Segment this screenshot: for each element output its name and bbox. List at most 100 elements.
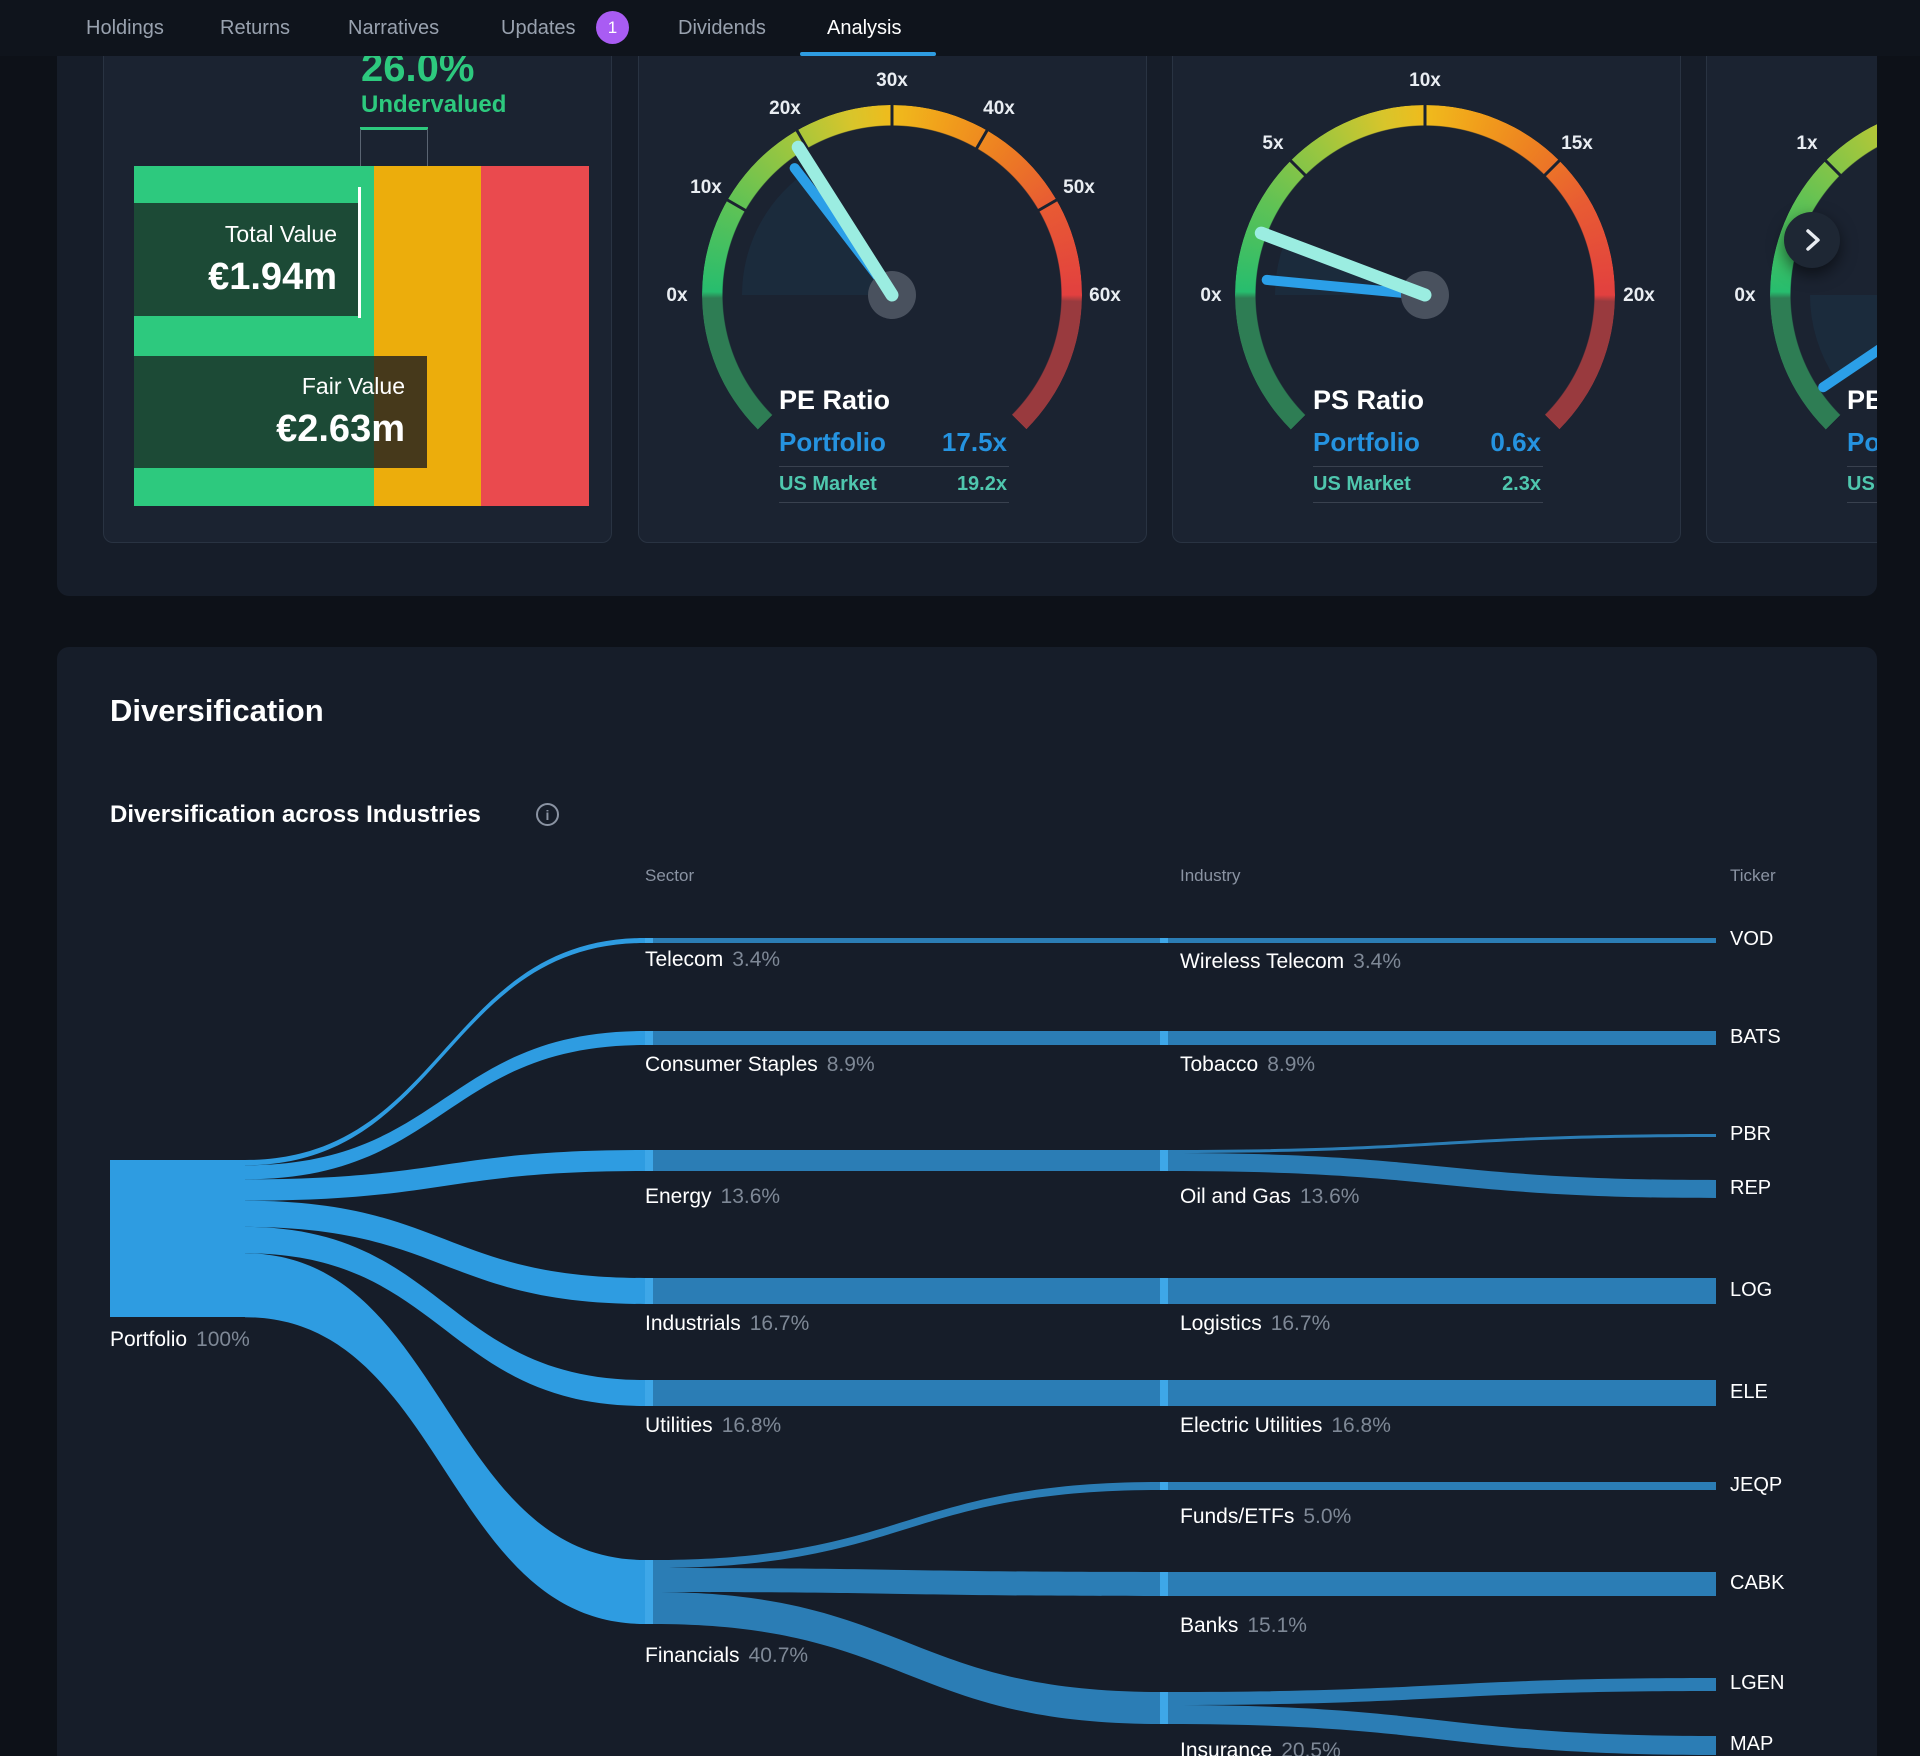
industry-label-electric-utilities: Electric Utilities 16.8% — [1180, 1414, 1391, 1438]
divider — [1847, 466, 1877, 467]
peg-portfolio-row: Portfolio — [1847, 427, 1877, 458]
ps-market-label: US Market — [1313, 473, 1411, 495]
peg-portfolio-label: Portfolio — [1847, 427, 1877, 457]
industry-pct: 20.5% — [1281, 1739, 1341, 1756]
fair-value-bar-green — [134, 356, 374, 468]
ticker-jeqp: JEQP — [1730, 1474, 1783, 1496]
ps-ratio-title: PS Ratio — [1313, 385, 1425, 415]
node-financials[interactable] — [645, 1560, 653, 1624]
industry-pct: 8.9% — [1267, 1053, 1316, 1076]
industry-name: Banks — [1180, 1614, 1239, 1637]
node-telecom[interactable] — [645, 938, 653, 943]
industry-label-logistics: Logistics 16.7% — [1180, 1312, 1330, 1336]
pe-tick-60: 60x — [1089, 285, 1121, 306]
fair-value-bar: Fair Value €2.63m — [134, 356, 427, 468]
ticker-vod: VOD — [1730, 928, 1774, 950]
flow-financials-banks — [653, 1568, 1160, 1596]
tab-narratives[interactable]: Narratives — [348, 16, 440, 39]
valuation-bracket — [360, 127, 428, 130]
tab-returns[interactable]: Returns — [220, 16, 291, 39]
ticker-pbr: PBR — [1730, 1123, 1772, 1145]
divider — [779, 466, 1009, 467]
ps-portfolio-row: Portfolio 0.6x — [1313, 427, 1541, 458]
industry-label-insurance: Insurance 20.5% — [1180, 1739, 1341, 1756]
sector-name: Industrials — [645, 1312, 741, 1335]
peg-tick-0: 0x — [1734, 285, 1756, 306]
link-telecom-vod — [653, 938, 1716, 943]
node-insurance[interactable] — [1160, 1692, 1168, 1724]
node-electric-utilities[interactable] — [1160, 1380, 1168, 1406]
link-industrials-log — [653, 1278, 1716, 1304]
pe-market-value: 19.2x — [956, 473, 1007, 495]
node-consumer-staples[interactable] — [645, 1031, 653, 1045]
valuation-card: 26.0% Undervalued Total Value €1.94m Fai… — [103, 0, 612, 543]
pe-market-row: US Market 19.2x — [779, 473, 1007, 496]
tab-dividends[interactable]: Dividends — [678, 16, 766, 39]
node-wireless-telecom[interactable] — [1160, 938, 1168, 943]
flow-portfolio-consumer-staples — [245, 1031, 645, 1180]
ps-tick-10: 10x — [1409, 70, 1441, 91]
sector-name: Financials — [645, 1644, 740, 1667]
industry-pct: 13.6% — [1299, 1185, 1360, 1208]
tab-bar: Holdings Returns Narratives Updates 1 Di… — [0, 0, 1920, 56]
pe-gauge-wedge — [742, 167, 892, 295]
ticker-rep: REP — [1730, 1177, 1772, 1199]
sector-label-utilities: Utilities 16.8% — [645, 1414, 781, 1438]
pe-portfolio-label: Portfolio — [779, 427, 886, 457]
node-oil-and-gas[interactable] — [1160, 1150, 1168, 1171]
link-banks-cabk — [1168, 1572, 1716, 1596]
sector-label-consumer-staples: Consumer Staples 8.9% — [645, 1053, 875, 1077]
ps-ratio-card: 0x 5x 10x 15x 20x PS Ratio Portfolio 0.6… — [1172, 0, 1681, 543]
pe-tick-50: 50x — [1063, 177, 1095, 198]
node-logistics[interactable] — [1160, 1278, 1168, 1304]
industry-pct: 16.7% — [1270, 1312, 1331, 1335]
pe-portfolio-value: 17.5x — [941, 427, 1007, 457]
divider — [779, 502, 1009, 503]
ps-tick-0: 0x — [1200, 285, 1222, 306]
valuation-bracket-left — [360, 129, 361, 169]
fair-value-label: Fair Value — [301, 373, 405, 399]
sector-pct: 8.9% — [826, 1053, 875, 1076]
sector-pct: 16.7% — [749, 1312, 810, 1335]
ps-tick-15: 15x — [1561, 133, 1593, 154]
industry-label-wireless-telecom: Wireless Telecom 3.4% — [1180, 950, 1401, 974]
flow-portfolio-industrials — [245, 1200, 645, 1304]
ps-tick-5: 5x — [1262, 133, 1284, 154]
industry-name: Logistics — [1180, 1312, 1262, 1335]
tab-updates[interactable]: Updates — [501, 16, 576, 39]
fair-value-bar-amber — [374, 356, 427, 468]
peg-ratio-card: 0x 1x PEG Ratio Portfolio US Market — [1706, 0, 1877, 543]
pe-ratio-title: PE Ratio — [779, 385, 891, 415]
sector-name: Telecom — [645, 948, 724, 971]
divider — [1847, 502, 1877, 503]
node-utilities[interactable] — [645, 1380, 653, 1406]
node-industrials[interactable] — [645, 1278, 653, 1304]
pe-tick-0: 0x — [666, 285, 688, 306]
info-icon[interactable]: i — [536, 803, 559, 826]
node-energy[interactable] — [645, 1150, 653, 1171]
ticker-lgen: LGEN — [1730, 1672, 1785, 1694]
ps-portfolio-label: Portfolio — [1313, 427, 1420, 457]
node-tobacco[interactable] — [1160, 1031, 1168, 1045]
industry-name: Oil and Gas — [1180, 1185, 1291, 1208]
node-portfolio[interactable] — [110, 1160, 245, 1317]
pe-tick-40: 40x — [983, 98, 1015, 119]
flow-portfolio-financials — [245, 1253, 645, 1624]
pe-ratio-card: 0x 10x 20x 30x 40x 50x 60x PE Ratio Port… — [638, 0, 1147, 543]
sector-name: Consumer Staples — [645, 1053, 818, 1076]
analysis-cards-panel: 26.0% Undervalued Total Value €1.94m Fai… — [57, 0, 1877, 596]
flow-financials-funds — [653, 1482, 1160, 1568]
node-funds-etfs[interactable] — [1160, 1482, 1168, 1490]
pe-tick-30: 30x — [876, 70, 908, 91]
ticker-map: MAP — [1730, 1733, 1774, 1755]
tab-holdings[interactable]: Holdings — [86, 16, 164, 39]
industry-pct: 3.4% — [1353, 950, 1402, 973]
tab-analysis[interactable]: Analysis — [827, 16, 902, 39]
peg-market-row: US Market — [1847, 473, 1877, 496]
node-banks[interactable] — [1160, 1572, 1168, 1596]
carousel-next-button[interactable] — [1784, 212, 1840, 268]
flow-portfolio-telecom — [245, 938, 645, 1166]
total-value-bar: Total Value €1.94m — [134, 203, 359, 316]
